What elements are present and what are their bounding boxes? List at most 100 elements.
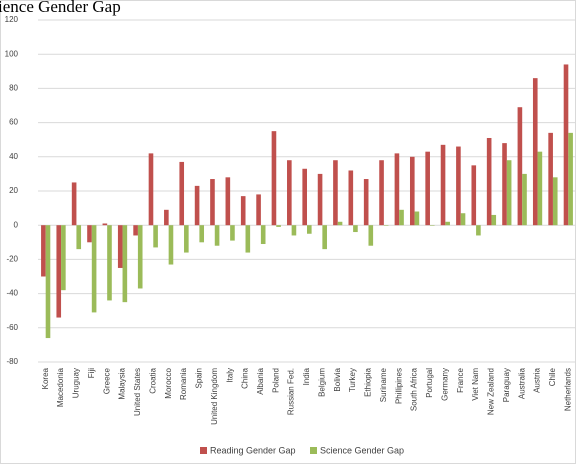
x-tick-label: Paraguay xyxy=(502,368,511,402)
x-tick-label: China xyxy=(241,367,250,388)
bar xyxy=(164,209,169,226)
bar xyxy=(245,225,251,253)
x-tick-label: Australia xyxy=(517,367,526,399)
x-tick-label: Uruguay xyxy=(72,368,81,398)
y-tick-label: 20 xyxy=(9,186,18,195)
y-tick-label: -80 xyxy=(6,357,18,366)
bar xyxy=(168,225,174,265)
bar xyxy=(240,196,246,226)
bar xyxy=(56,225,62,318)
bar xyxy=(230,225,235,241)
bar xyxy=(76,225,82,250)
bar xyxy=(568,132,573,226)
bar xyxy=(117,225,123,268)
x-tick-label: Italy xyxy=(225,368,234,383)
bar xyxy=(502,143,507,226)
x-tick-label: Greece xyxy=(102,367,111,394)
bar xyxy=(302,168,307,226)
y-tick-label: 80 xyxy=(9,84,18,93)
x-tick-label: Turkey xyxy=(348,368,357,392)
x-tick-label: Germany xyxy=(440,368,449,401)
bar xyxy=(333,160,338,226)
x-tick-label: Portugal xyxy=(425,368,434,398)
x-tick-label: Belgium xyxy=(317,368,326,397)
legend-label: Science Gender Gap xyxy=(320,445,404,455)
bar xyxy=(456,146,461,226)
bar xyxy=(102,223,108,226)
bar xyxy=(399,209,404,226)
y-tick-label: 120 xyxy=(5,15,19,24)
bar xyxy=(471,165,477,226)
bar xyxy=(548,132,553,226)
bar xyxy=(194,185,200,226)
bar xyxy=(256,194,261,226)
x-tick-label: Viet Nam xyxy=(471,368,480,401)
legend-swatch xyxy=(200,447,207,454)
bar xyxy=(71,182,77,226)
x-tick-label: Ethiopia xyxy=(364,367,373,396)
bar xyxy=(133,225,138,236)
bar xyxy=(414,211,420,226)
x-tick-label: Suriname xyxy=(379,367,388,402)
bar xyxy=(322,225,327,250)
bar xyxy=(383,225,389,226)
x-tick-label: United States xyxy=(133,368,142,416)
bar xyxy=(153,225,158,248)
bar xyxy=(363,179,369,226)
bar xyxy=(276,225,281,227)
bar xyxy=(522,173,527,226)
bar xyxy=(440,144,446,226)
bar xyxy=(425,151,430,226)
x-tick-label: Morocco xyxy=(164,367,173,398)
bar xyxy=(317,173,323,226)
x-tick-label: Korea xyxy=(41,367,50,389)
x-tick-label: United Kingdom xyxy=(210,368,219,425)
x-tick-label: Macedonia xyxy=(56,367,65,407)
bar xyxy=(409,156,415,226)
x-tick-label: Fiji xyxy=(87,368,96,378)
bar xyxy=(107,225,112,301)
bar xyxy=(532,78,538,226)
bar xyxy=(429,225,435,226)
bar xyxy=(348,170,354,226)
bar xyxy=(486,137,492,226)
bar xyxy=(45,225,51,339)
bar xyxy=(445,221,450,226)
x-tick-label: Spain xyxy=(195,368,204,388)
y-tick-label: 0 xyxy=(14,220,19,229)
bar xyxy=(307,225,312,234)
bar xyxy=(491,214,497,226)
y-tick-label: 100 xyxy=(5,49,19,58)
bar xyxy=(271,131,277,226)
x-tick-label: South Africa xyxy=(410,367,419,411)
y-tick-label: 60 xyxy=(9,118,18,127)
x-tick-label: Malaysia xyxy=(118,367,127,399)
x-tick-label: Croatia xyxy=(148,367,157,393)
bar xyxy=(148,153,154,226)
bar xyxy=(260,225,266,245)
bar xyxy=(61,225,66,291)
x-tick-label: Bolivia xyxy=(333,367,342,391)
x-tick-label: Poland xyxy=(271,368,280,393)
bar xyxy=(563,64,569,226)
bar xyxy=(225,177,231,226)
bar xyxy=(506,160,512,226)
legend-swatch xyxy=(310,447,317,454)
x-tick-label: Austria xyxy=(533,367,542,392)
legend-label: Reading Gender Gap xyxy=(210,445,296,455)
y-tick-label: -60 xyxy=(6,323,18,332)
y-tick-label: -20 xyxy=(6,255,18,264)
bar xyxy=(137,225,143,289)
x-tick-label: Chile xyxy=(548,367,557,386)
x-tick-label: New Zealand xyxy=(487,368,496,415)
bar xyxy=(122,225,128,303)
x-tick-label: Russian Fed. xyxy=(287,368,296,415)
bar xyxy=(476,225,481,236)
bar xyxy=(199,225,205,243)
x-tick-label: Phillipines xyxy=(394,368,403,404)
bar xyxy=(337,221,343,226)
bar xyxy=(353,225,358,233)
bar xyxy=(287,160,292,226)
bar xyxy=(41,225,46,277)
bar xyxy=(184,225,189,253)
